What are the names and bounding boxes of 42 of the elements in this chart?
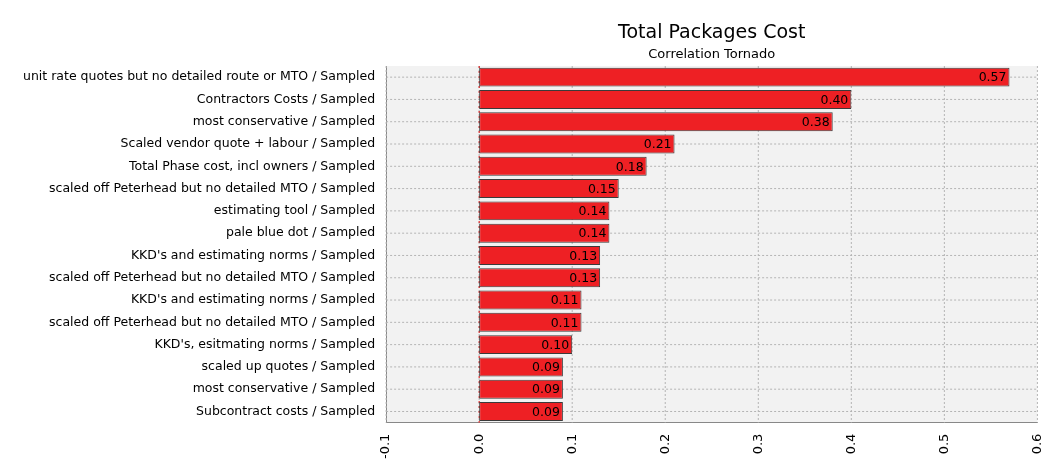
data-label: 0.13 (569, 247, 598, 263)
y-tick-label: KKD's and estimating norms / Sampled (130, 291, 376, 307)
y-tick-label: estimating tool / Sampled (213, 202, 376, 218)
y-tick-label: most conservative / Sampled (192, 112, 376, 128)
x-tick-label: 0.2 (656, 433, 672, 455)
y-tick-label: scaled off Peterhead but no detailed MTO / Sampled (49, 179, 376, 195)
data-label: 0.38 (801, 113, 830, 129)
y-tick-label: Total Phase cost, incl owners / Sampled (127, 157, 376, 173)
x-tick-label: 0.4 (842, 433, 858, 455)
y-tick-label: pale blue dot / Sampled (225, 224, 376, 240)
data-label: 0.40 (820, 91, 849, 107)
x-tick-label: 0.3 (749, 433, 765, 455)
data-label: 0.11 (550, 314, 579, 330)
y-tick-label: Scaled vendor quote + labour / Sampled (120, 135, 376, 151)
chart-title: Total Packages Cost (617, 20, 806, 42)
data-label: 0.14 (578, 225, 607, 241)
data-label: 0.15 (587, 180, 616, 196)
x-tick-label: 0.0 (470, 433, 486, 455)
data-label: 0.11 (550, 292, 579, 308)
x-tick-label: 0.5 (935, 433, 951, 455)
data-label: 0.18 (615, 158, 644, 174)
x-tick-label: -0.1 (377, 433, 393, 460)
y-tick-label: KKD's, esitmating norms / Sampled (154, 335, 376, 351)
data-label: 0.09 (532, 403, 560, 419)
y-tick-label: scaled off Peterhead but no detailed MTO / Sampled (49, 269, 376, 284)
y-tick-label: scaled up quotes / Sampled (201, 358, 376, 374)
data-label: 0.09 (532, 359, 560, 375)
data-label: 0.14 (578, 203, 607, 219)
y-tick-label: Subcontract costs / Sampled (196, 402, 376, 418)
data-label: 0.13 (569, 270, 598, 285)
data-label: 0.57 (978, 69, 1007, 85)
y-tick-label: unit rate quotes but no detailed route or MTO / Sampled (23, 68, 376, 84)
x-tick-label: 0.1 (563, 433, 579, 455)
data-label: 0.21 (643, 136, 672, 152)
data-label: 0.10 (541, 336, 570, 352)
y-tick-label: most conservative / Sampled (192, 380, 376, 396)
chart-subtitle: Correlation Tornado (648, 46, 776, 61)
y-tick-label: Contractors Costs / Sampled (196, 90, 376, 106)
data-label: 0.09 (532, 381, 560, 397)
y-tick-label: KKD's and estimating norms / Sampled (130, 246, 376, 262)
y-tick-label: scaled off Peterhead but no detailed MTO / Sampled (49, 313, 376, 329)
x-tick-label: 0.6 (1028, 433, 1044, 455)
